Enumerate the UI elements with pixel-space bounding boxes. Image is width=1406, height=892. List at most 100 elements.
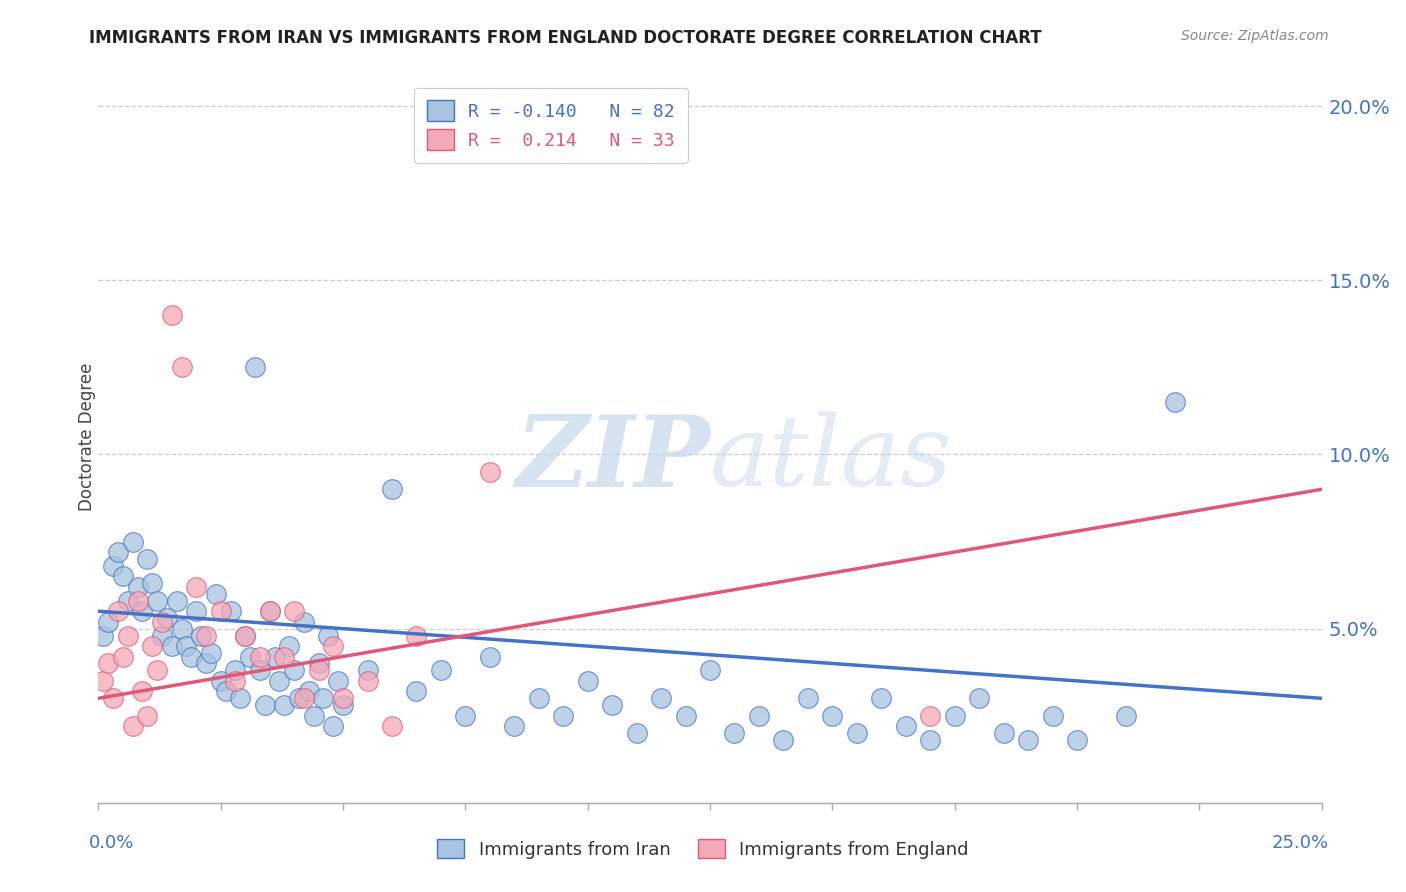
Point [312, 691, 335, 706]
Point [180, 649, 202, 664]
Point [117, 594, 139, 608]
Point [200, 646, 222, 660]
Point [845, 726, 868, 740]
Point [1066, 733, 1088, 747]
Point [146, 594, 169, 608]
Point [176, 639, 198, 653]
Point [107, 604, 129, 618]
Point [127, 594, 149, 608]
Point [308, 657, 330, 671]
Point [943, 708, 966, 723]
Point [131, 684, 153, 698]
Point [332, 691, 354, 706]
Text: 25.0%: 25.0% [1271, 834, 1329, 852]
Point [190, 629, 212, 643]
Text: Source: ZipAtlas.com: Source: ZipAtlas.com [1181, 29, 1329, 43]
Point [405, 684, 427, 698]
Point [273, 698, 295, 713]
Point [1017, 733, 1039, 747]
Point [600, 698, 623, 713]
Point [318, 629, 340, 643]
Text: IMMIGRANTS FROM IRAN VS IMMIGRANTS FROM ENGLAND DOCTORATE DEGREE CORRELATION CHA: IMMIGRANTS FROM IRAN VS IMMIGRANTS FROM … [89, 29, 1042, 46]
Point [136, 708, 159, 723]
Point [111, 649, 134, 664]
Point [205, 587, 228, 601]
Point [302, 708, 325, 723]
Point [478, 649, 501, 664]
Legend: R = -0.140   N = 82, R =  0.214   N = 33: R = -0.140 N = 82, R = 0.214 N = 33 [415, 87, 688, 163]
Point [920, 708, 942, 723]
Point [292, 691, 315, 706]
Point [131, 604, 153, 618]
Point [160, 308, 183, 322]
Point [166, 594, 188, 608]
Point [263, 649, 285, 664]
Point [576, 673, 599, 688]
Point [356, 664, 378, 678]
Point [141, 639, 163, 653]
Point [797, 691, 820, 706]
Point [430, 664, 453, 678]
Point [273, 649, 295, 664]
Point [101, 558, 124, 573]
Point [650, 691, 672, 706]
Point [322, 719, 344, 733]
Y-axis label: Doctorate Degree: Doctorate Degree [79, 363, 96, 511]
Text: 0.0%: 0.0% [89, 834, 134, 852]
Point [121, 534, 143, 549]
Point [111, 569, 134, 583]
Point [229, 691, 252, 706]
Point [553, 708, 575, 723]
Point [224, 664, 246, 678]
Point [186, 580, 208, 594]
Point [356, 673, 378, 688]
Point [233, 629, 256, 643]
Point [170, 622, 193, 636]
Point [249, 664, 271, 678]
Point [328, 673, 350, 688]
Point [101, 691, 124, 706]
Point [209, 673, 232, 688]
Point [332, 698, 354, 713]
Point [186, 604, 208, 618]
Text: ZIP: ZIP [515, 411, 710, 508]
Point [503, 719, 526, 733]
Point [821, 708, 844, 723]
Point [870, 691, 893, 706]
Legend: Immigrants from Iran, Immigrants from England: Immigrants from Iran, Immigrants from En… [426, 829, 980, 870]
Point [308, 664, 330, 678]
Point [298, 684, 321, 698]
Point [283, 664, 305, 678]
Point [1115, 708, 1137, 723]
Point [219, 604, 242, 618]
Point [894, 719, 917, 733]
Point [224, 673, 246, 688]
Point [1164, 395, 1187, 409]
Point [249, 649, 271, 664]
Point [699, 664, 721, 678]
Point [141, 576, 163, 591]
Point [117, 629, 139, 643]
Point [269, 673, 291, 688]
Point [292, 615, 315, 629]
Point [136, 552, 159, 566]
Point [527, 691, 550, 706]
Point [920, 733, 942, 747]
Point [107, 545, 129, 559]
Point [288, 691, 311, 706]
Point [121, 719, 143, 733]
Point [1042, 708, 1064, 723]
Point [381, 719, 404, 733]
Point [156, 611, 179, 625]
Point [91, 673, 114, 688]
Point [195, 629, 218, 643]
Point [150, 615, 173, 629]
Point [322, 639, 344, 653]
Point [150, 629, 173, 643]
Point [239, 649, 262, 664]
Point [214, 684, 236, 698]
Point [675, 708, 697, 723]
Point [209, 604, 232, 618]
Point [993, 726, 1015, 740]
Text: atlas: atlas [710, 411, 953, 507]
